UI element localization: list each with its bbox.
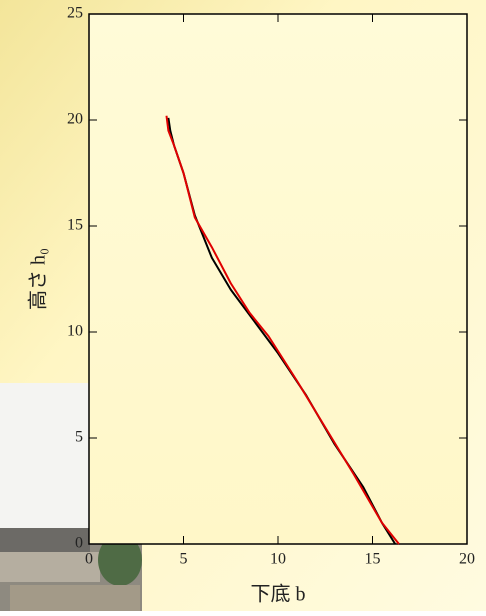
y-axis-label: 高さ h₀ [27,248,50,310]
y-tick-label: 5 [75,429,83,446]
x-tick-label: 15 [365,551,381,568]
y-tick-label: 0 [75,535,83,552]
y-tick-label: 25 [67,5,83,22]
y-tick-label: 10 [67,323,83,340]
y-tick-label: 15 [67,217,83,234]
line-series [165,115,400,545]
x-tick-label: 20 [459,551,475,568]
x-axis-label: 下底 b [251,583,306,606]
plot-area [88,13,468,545]
x-tick-label: 10 [270,551,286,568]
x-tick-label: 5 [180,551,188,568]
y-tick-label: 20 [67,111,83,128]
x-tick-label: 0 [85,551,93,568]
